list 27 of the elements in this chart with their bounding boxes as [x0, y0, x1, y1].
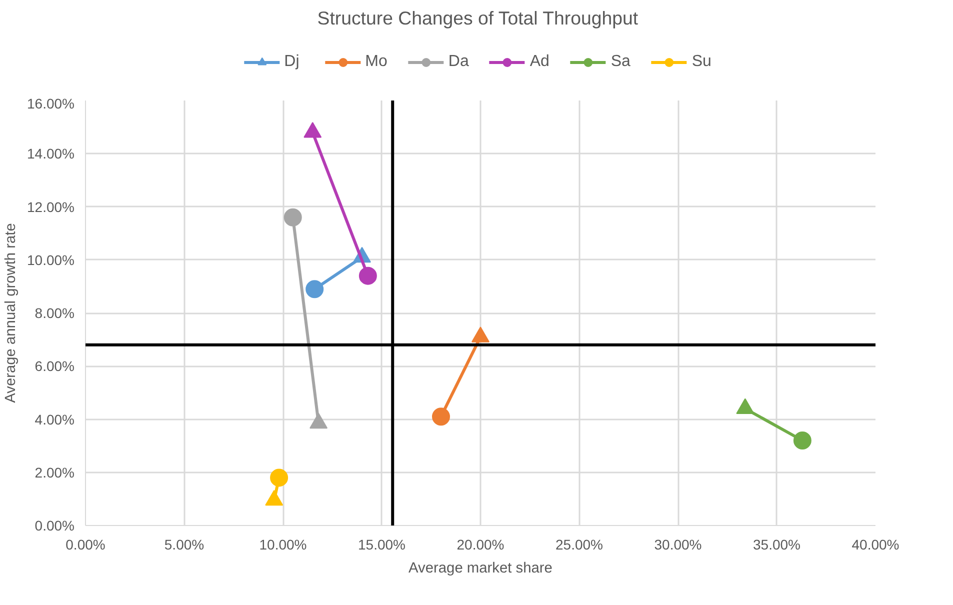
x-tick-label: 40.00%	[852, 536, 900, 552]
y-tick-label: 10.00%	[27, 252, 74, 268]
legend-label: Mo	[365, 52, 388, 70]
y-tick-label: 16.00%	[27, 96, 74, 112]
y-tick-label: 0.00%	[34, 518, 75, 534]
chart-title: Structure Changes of Total Throughput	[317, 8, 639, 28]
legend-label: Ad	[530, 52, 550, 70]
x-axis-title: Average market share	[408, 560, 552, 576]
x-tick-label: 25.00%	[556, 536, 603, 552]
x-tick-label: 35.00%	[753, 536, 800, 552]
legend-label: Su	[692, 52, 712, 70]
x-tick-label: 0.00%	[66, 536, 106, 552]
legend-label: Da	[448, 52, 469, 70]
y-tick-label: 6.00%	[34, 358, 75, 374]
y-tick-label: 8.00%	[34, 305, 75, 321]
y-tick-label: 14.00%	[27, 146, 74, 162]
x-tick-label: 10.00%	[259, 536, 307, 552]
x-tick-label: 20.00%	[456, 536, 504, 552]
legend-label: Dj	[284, 52, 300, 70]
x-tick-label: 30.00%	[654, 536, 702, 552]
y-tick-label: 4.00%	[34, 411, 75, 428]
x-tick-label: 5.00%	[164, 536, 204, 552]
y-axis-title: Average annual growth rate	[3, 223, 20, 403]
x-tick-label: 15.00%	[358, 536, 406, 552]
legend-label: Sa	[610, 52, 631, 70]
y-tick-label: 12.00%	[27, 198, 74, 215]
y-tick-label: 2.00%	[34, 464, 75, 480]
